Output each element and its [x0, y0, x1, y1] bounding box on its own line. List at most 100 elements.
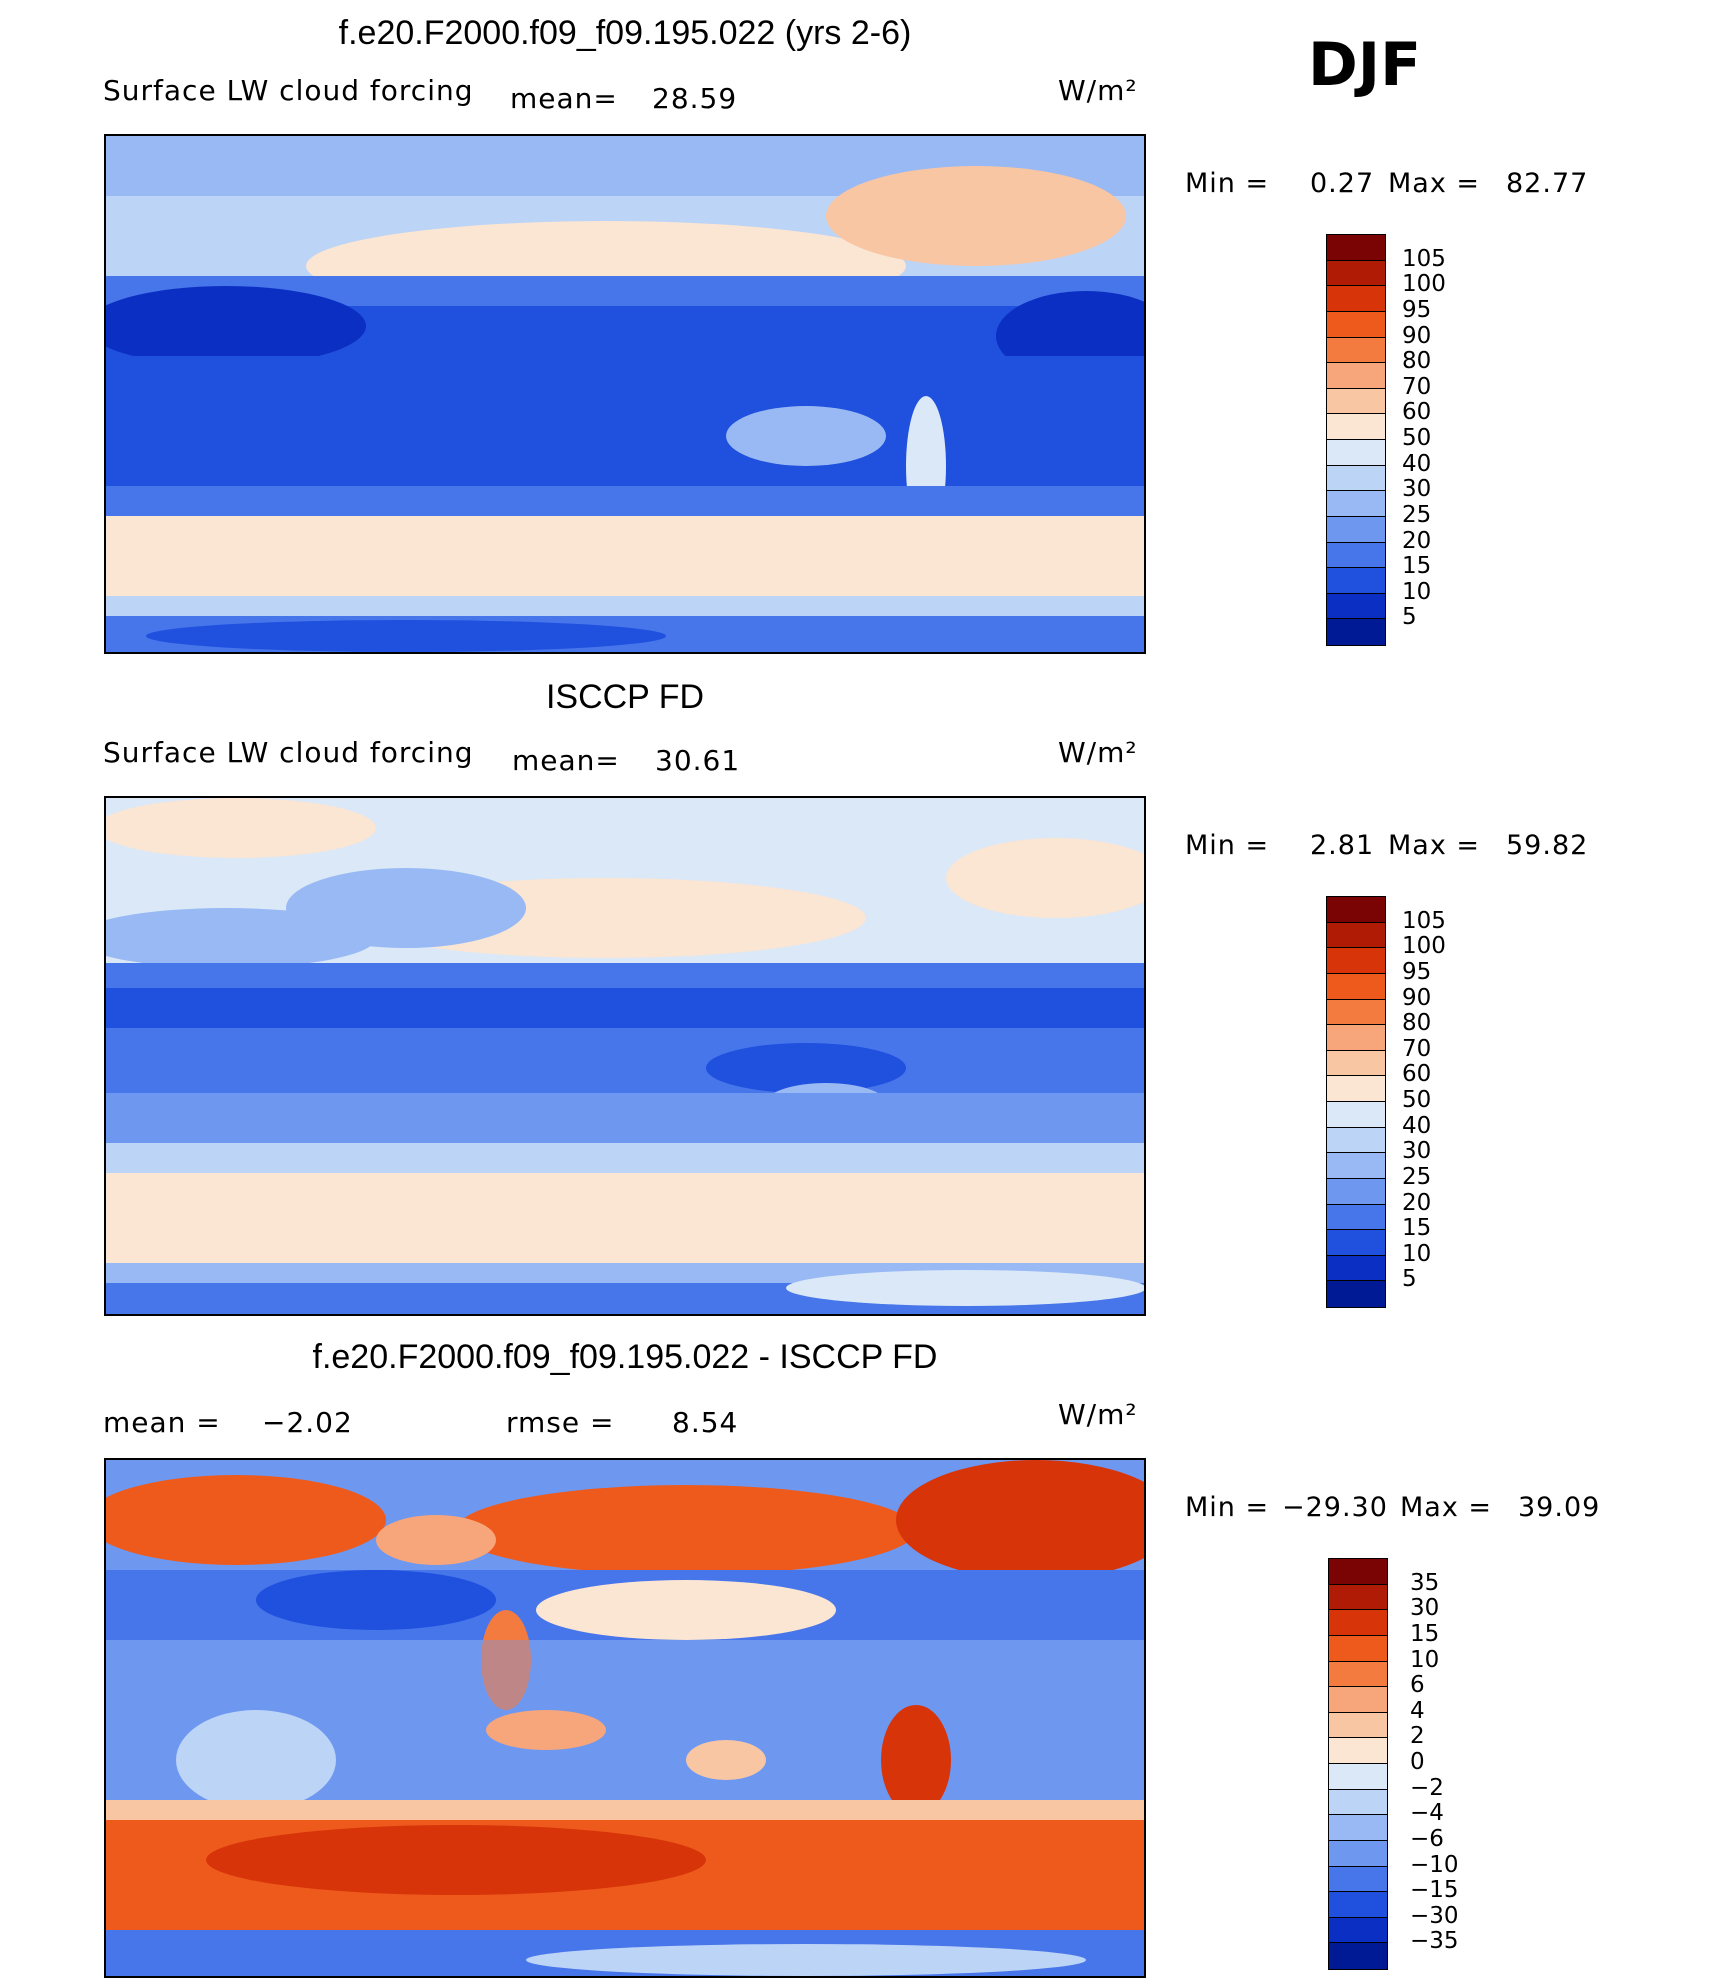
panel2-min-label: Min =	[1185, 830, 1270, 861]
colorbar-tick-label: 50	[1402, 425, 1432, 451]
colorbar-tick-label: 25	[1402, 1163, 1432, 1190]
colorbar-segment	[1329, 1738, 1387, 1764]
panel3-colorbar	[1328, 1558, 1388, 1970]
colorbar-segment	[1327, 363, 1385, 389]
panel3-min-label: Min =	[1185, 1492, 1270, 1523]
panel3-rmse-label: rmse =	[506, 1406, 615, 1439]
colorbar-segment	[1329, 1584, 1387, 1611]
colorbar-tick-label: 30	[1402, 476, 1432, 503]
colorbar-segment	[1329, 1610, 1387, 1636]
panel3-map	[104, 1458, 1146, 1978]
colorbar-tick-label: 20	[1402, 1189, 1432, 1216]
colorbar-tick-label: −30	[1410, 1902, 1459, 1929]
colorbar-segment	[1329, 1559, 1387, 1585]
colorbar-tick-label: 5	[1402, 604, 1417, 631]
panel1-min-value: 0.27	[1310, 168, 1375, 199]
colorbar-tick-label: 105	[1402, 245, 1446, 272]
panel1-min-label: Min =	[1185, 168, 1270, 199]
colorbar-segment	[1327, 235, 1385, 261]
panel2-map	[104, 796, 1146, 1316]
panel1-max-value: 82.77	[1506, 168, 1589, 199]
colorbar-segment	[1327, 1127, 1385, 1154]
colorbar-tick-label: −2	[1410, 1774, 1444, 1801]
colorbar-segment	[1327, 973, 1385, 1000]
colorbar-segment	[1327, 1255, 1385, 1282]
colorbar-segment	[1327, 260, 1385, 287]
colorbar-tick-label: 35	[1410, 1569, 1440, 1596]
panel2-mean-label: mean=	[512, 744, 620, 777]
colorbar-segment	[1329, 1635, 1387, 1662]
colorbar-tick-label: 80	[1402, 348, 1432, 375]
colorbar-tick-label: 100	[1402, 271, 1446, 298]
panel2-max-value: 59.82	[1506, 830, 1589, 861]
colorbar-segment	[1327, 542, 1385, 569]
colorbar-segment	[1329, 1840, 1387, 1867]
colorbar-segment	[1327, 1050, 1385, 1077]
panel3-max-value: 39.09	[1518, 1492, 1601, 1523]
colorbar-segment	[1329, 1917, 1387, 1944]
colorbar-segment	[1327, 948, 1385, 974]
colorbar-tick-label: 40	[1402, 1112, 1432, 1139]
colorbar-segment	[1327, 1204, 1385, 1231]
colorbar-segment	[1327, 619, 1385, 645]
colorbar-tick-label: 15	[1402, 553, 1432, 580]
colorbar-segment	[1327, 1230, 1385, 1256]
colorbar-segment	[1327, 1025, 1385, 1051]
colorbar-segment	[1327, 999, 1385, 1026]
colorbar-tick-label: 50	[1402, 1087, 1432, 1113]
colorbar-segment	[1329, 1764, 1387, 1790]
colorbar-tick-label: −15	[1410, 1877, 1459, 1904]
colorbar-tick-label: 40	[1402, 450, 1432, 477]
panel3-mean-label: mean =	[103, 1406, 221, 1439]
colorbar-segment	[1327, 1281, 1385, 1307]
panel1-colorbar	[1326, 234, 1386, 646]
panel1-max-label: Max =	[1388, 168, 1481, 199]
colorbar-segment	[1329, 1687, 1387, 1713]
colorbar-tick-label: 105	[1402, 907, 1446, 934]
colorbar-tick-label: 70	[1402, 1035, 1432, 1062]
colorbar-segment	[1327, 388, 1385, 415]
colorbar-segment	[1327, 491, 1385, 517]
colorbar-segment	[1327, 414, 1385, 440]
colorbar-segment	[1329, 1815, 1387, 1841]
colorbar-segment	[1329, 1789, 1387, 1816]
colorbar-segment	[1327, 465, 1385, 492]
colorbar-segment	[1327, 1153, 1385, 1179]
colorbar-segment	[1327, 1076, 1385, 1102]
colorbar-tick-label: 95	[1402, 958, 1432, 985]
colorbar-tick-label: 100	[1402, 933, 1446, 960]
panel2-title: ISCCP FD	[545, 678, 705, 716]
colorbar-tick-label: −4	[1410, 1800, 1444, 1827]
colorbar-tick-label: −35	[1410, 1928, 1459, 1955]
colorbar-tick-label: −10	[1410, 1851, 1459, 1878]
panel2-variable: Surface LW cloud forcing	[103, 736, 474, 769]
colorbar-tick-label: 70	[1402, 373, 1432, 400]
colorbar-tick-label: 30	[1410, 1595, 1440, 1622]
colorbar-tick-label: 90	[1402, 322, 1432, 349]
panel1-mean-value: 28.59	[652, 82, 738, 115]
panel2-min-value: 2.81	[1310, 830, 1375, 861]
colorbar-segment	[1327, 337, 1385, 364]
colorbar-tick-label: −6	[1410, 1825, 1444, 1852]
panel1-mean-label: mean=	[510, 82, 618, 115]
colorbar-segment	[1327, 1178, 1385, 1205]
colorbar-segment	[1327, 897, 1385, 923]
panel3-mean-value: −2.02	[262, 1406, 353, 1439]
colorbar-tick-label: 95	[1402, 296, 1432, 323]
colorbar-tick-label: 60	[1402, 1061, 1432, 1088]
colorbar-segment	[1329, 1661, 1387, 1688]
panel1-title: f.e20.F2000.f09_f09.195.022 (yrs 2-6)	[338, 14, 912, 52]
colorbar-tick-label: 90	[1402, 984, 1432, 1011]
panel3-max-label: Max =	[1400, 1492, 1493, 1523]
colorbar-tick-label: 0	[1410, 1749, 1425, 1775]
colorbar-segment	[1329, 1892, 1387, 1918]
colorbar-tick-label: 15	[1402, 1215, 1432, 1242]
colorbar-tick-label: 30	[1402, 1138, 1432, 1165]
panel3-units: W/m²	[1058, 1398, 1138, 1431]
colorbar-segment	[1327, 311, 1385, 338]
season-label: DJF	[1308, 30, 1422, 100]
colorbar-segment	[1327, 593, 1385, 620]
colorbar-tick-label: 10	[1410, 1646, 1440, 1673]
colorbar-tick-label: 10	[1402, 1240, 1432, 1267]
colorbar-tick-label: 25	[1402, 501, 1432, 528]
